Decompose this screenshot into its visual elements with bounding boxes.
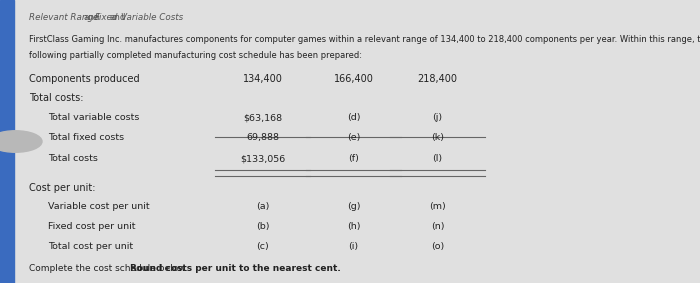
Text: 69,888: 69,888 (246, 133, 279, 142)
Text: (j): (j) (433, 113, 442, 122)
Text: (f): (f) (348, 154, 359, 163)
Text: (c): (c) (256, 242, 269, 251)
Text: 134,400: 134,400 (243, 74, 282, 83)
Text: (i): (i) (349, 242, 358, 251)
Text: and: and (83, 13, 100, 22)
Text: (g): (g) (346, 202, 360, 211)
Text: Complete the cost schedule below.: Complete the cost schedule below. (29, 264, 191, 273)
Text: Relevant Range: Relevant Range (29, 13, 99, 22)
Text: Components produced: Components produced (29, 74, 140, 83)
Text: following partially completed manufacturing cost schedule has been prepared:: following partially completed manufactur… (29, 51, 363, 60)
Text: (a): (a) (256, 202, 270, 211)
Text: (e): (e) (346, 133, 360, 142)
Text: FirstClass Gaming Inc. manufactures components for computer games within a relev: FirstClass Gaming Inc. manufactures comp… (29, 35, 700, 44)
Text: Cost per unit:: Cost per unit: (29, 183, 96, 192)
Text: (n): (n) (430, 222, 444, 231)
Text: Fixed: Fixed (94, 13, 118, 22)
Text: (m): (m) (429, 202, 446, 211)
Text: Total cost per unit: Total cost per unit (48, 242, 133, 251)
Text: and: and (110, 13, 127, 22)
Text: (k): (k) (431, 133, 444, 142)
Text: Variable Costs: Variable Costs (121, 13, 183, 22)
Text: Fixed cost per unit: Fixed cost per unit (48, 222, 135, 231)
Text: (d): (d) (346, 113, 360, 122)
Text: (h): (h) (346, 222, 360, 231)
Text: Variable cost per unit: Variable cost per unit (48, 202, 149, 211)
Text: Total variable costs: Total variable costs (48, 113, 139, 122)
Text: Round costs per unit to the nearest cent.: Round costs per unit to the nearest cent… (130, 264, 340, 273)
Text: $133,056: $133,056 (240, 154, 285, 163)
Text: (o): (o) (431, 242, 444, 251)
Text: (b): (b) (256, 222, 270, 231)
Text: Total fixed costs: Total fixed costs (48, 133, 124, 142)
Text: 166,400: 166,400 (334, 74, 373, 83)
Text: (l): (l) (433, 154, 442, 163)
Text: $63,168: $63,168 (243, 113, 282, 122)
Text: Total costs:: Total costs: (29, 93, 84, 103)
Text: <: < (15, 131, 28, 146)
Text: 218,400: 218,400 (417, 74, 458, 83)
Text: Total costs: Total costs (48, 154, 97, 163)
